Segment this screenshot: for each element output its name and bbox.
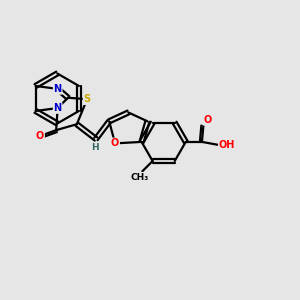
Text: H: H (91, 143, 98, 152)
Text: O: O (111, 138, 119, 148)
Text: CH₃: CH₃ (130, 173, 148, 182)
Text: O: O (204, 115, 212, 125)
Text: O: O (36, 131, 44, 141)
Text: N: N (54, 103, 62, 113)
Text: N: N (54, 84, 62, 94)
Text: S: S (83, 94, 91, 104)
Text: OH: OH (219, 140, 235, 150)
